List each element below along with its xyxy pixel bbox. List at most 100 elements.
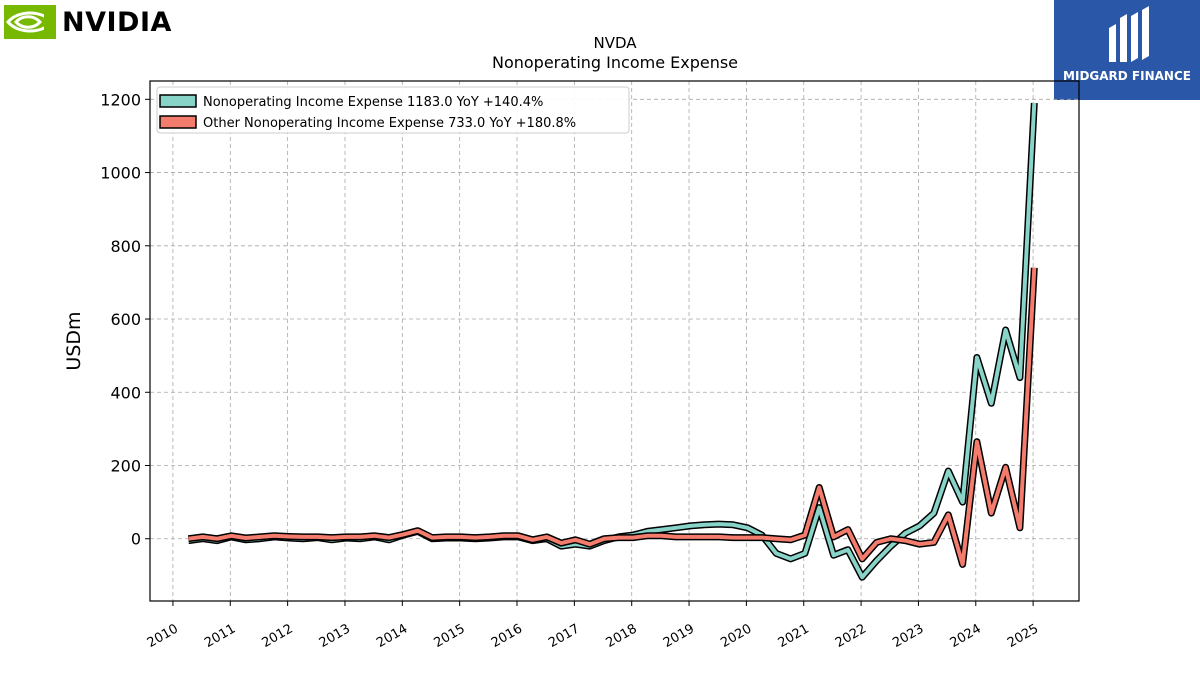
nvidia-eye-icon [4,5,56,39]
x-tick-label: 2020 [718,621,754,651]
x-tick-label: 2016 [489,621,525,651]
series-1-point [817,486,821,490]
series-1-point [674,535,678,539]
legend-swatch [159,115,197,129]
series-1-point [760,536,764,540]
series-1-point [545,535,549,539]
y-axis-label: USDm [63,311,85,370]
x-tick-label: 2022 [833,621,869,651]
x-tick-label: 2012 [259,621,295,651]
series-1-point [989,511,993,515]
series-layer [187,101,1038,581]
y-tick-label: 400 [110,383,141,402]
series-1-point [574,538,578,542]
x-tick-label: 2021 [776,621,812,651]
series-0-point [774,551,778,555]
series-1-point [860,557,864,561]
series-1-point [803,533,807,537]
series-1-point [559,541,563,545]
series-1-point [717,535,721,539]
x-axis: 2010 2011 2012 2013 2014 2015 2016 2017 2018 2019… [145,601,1041,651]
series-1-point [645,534,649,538]
series-1-point [1032,266,1036,270]
series-1-point [344,535,348,539]
legend-label: Other Nonoperating Income Expense 733.0 … [203,116,576,131]
series-0-point [932,511,936,515]
series-1-point [1018,526,1022,530]
x-tick-label: 2013 [317,621,353,651]
series-1-point [875,540,879,544]
series-1-point [688,535,692,539]
x-tick-label: 2017 [546,621,582,651]
midgard-monogram-icon [1109,6,1149,62]
series-0-point [1004,328,1008,332]
series-1-point [903,539,907,543]
series-0-line [188,102,1037,580]
x-tick-label: 2023 [890,621,926,651]
series-0-point [889,544,893,548]
series-1-point [731,536,735,540]
x-tick-label: 2014 [374,621,410,651]
series-0-point [703,523,707,527]
series-1-point [846,528,850,532]
series-1-line [188,267,1037,567]
series-0-point [946,469,950,473]
series-0-point [717,522,721,526]
series-1-point [215,537,219,541]
series-1-point [502,534,506,538]
series-1-point [832,535,836,539]
series-0-point [832,553,836,557]
series-1-point [932,540,936,544]
watermark-text: MIDGARD FINANCE [1063,69,1191,83]
series-1-point [946,513,950,517]
y-tick-label: 600 [110,310,141,329]
x-tick-label: 2019 [661,621,697,651]
legend: Nonoperating Income Expense 1183.0 YoY +… [156,86,630,134]
y-axis: 0 200 400 600 800 1000 1200 [100,90,150,549]
series-1-point [272,534,276,538]
series-0-point [961,500,965,504]
series-1-point [703,535,707,539]
series-1-point [402,532,406,536]
series-1-point [430,536,434,540]
series-1-point [387,536,391,540]
series-0-outline [187,102,1038,581]
series-1-point [301,535,305,539]
series-1-point [473,536,477,540]
chart-title: NVDA [593,34,637,52]
series-0-point [1032,101,1036,105]
series-1-point [789,538,793,542]
series-1-point [258,535,262,539]
series-0-point [688,524,692,528]
series-1-point [416,529,420,533]
series-0-point [1018,376,1022,380]
series-0-point [846,548,850,552]
series-0-point [903,531,907,535]
series-1-point [315,535,319,539]
y-tick-label: 0 [131,530,141,549]
series-1-point [631,536,635,540]
series-1-point [975,440,979,444]
series-0-point [817,506,821,510]
series-1-point [588,542,592,546]
series-1-point [746,536,750,540]
series-0-point [989,401,993,405]
series-1-point [330,536,334,540]
x-tick-label: 2025 [1005,621,1041,651]
y-tick-label: 800 [110,237,141,256]
series-0-point [660,528,664,532]
series-0-point [918,524,922,528]
series-0-point [860,575,864,579]
series-0-point [803,551,807,555]
series-1-point [359,535,363,539]
x-tick-label: 2011 [202,621,238,651]
x-tick-label: 2024 [948,621,984,651]
plot-frame [149,80,1080,602]
nvidia-logo: NVIDIA [4,4,172,40]
brand-logo-text: NVIDIA [62,6,172,38]
series-1-point [445,535,449,539]
series-0-point [674,526,678,530]
series-1-point [373,534,377,538]
y-tick-label: 1000 [100,164,141,183]
